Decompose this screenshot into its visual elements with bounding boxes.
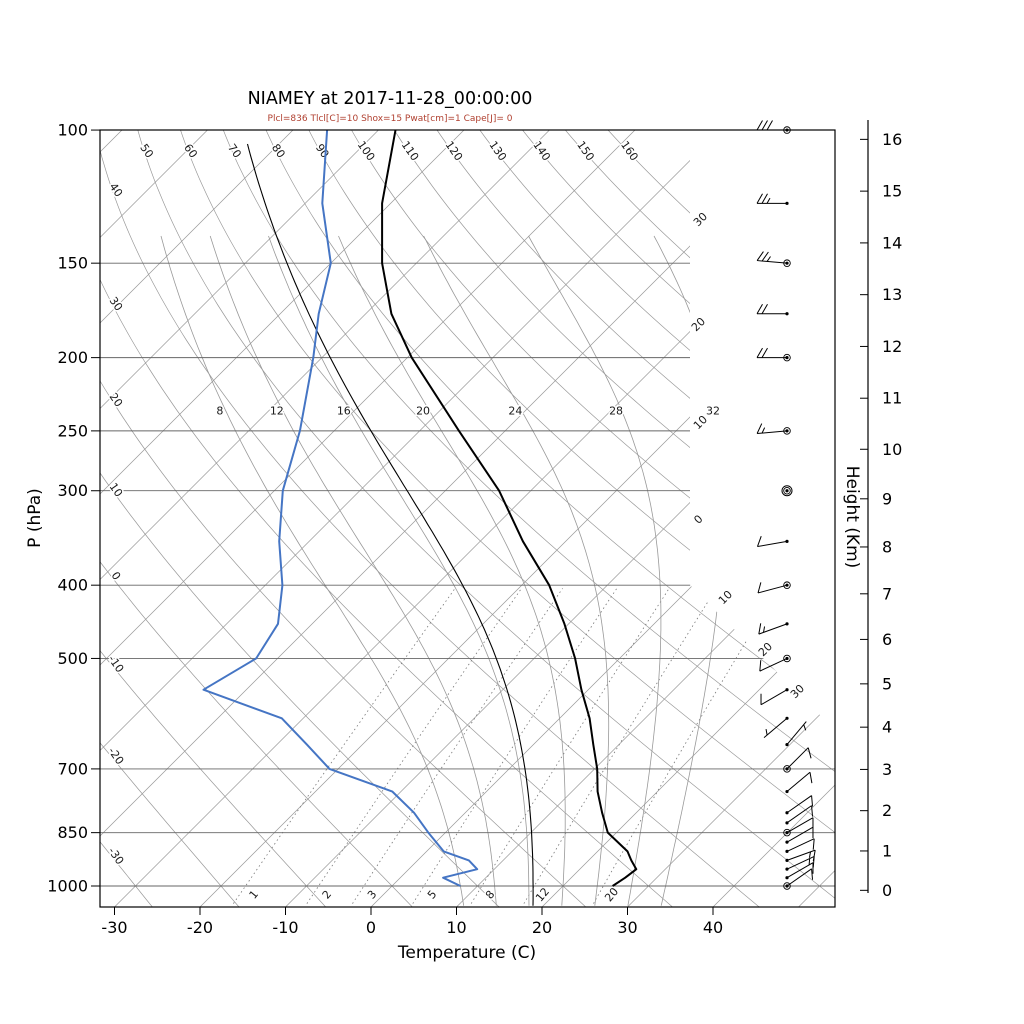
mixing-ratio-label: 1 — [247, 888, 261, 902]
wind-barbs — [756, 120, 816, 890]
moist-adiabat-label: 20 — [416, 405, 430, 418]
height-tick-label: 16 — [882, 130, 902, 149]
height-tick-label: 11 — [882, 389, 902, 408]
dry-adiabat-label-top: 130 — [486, 139, 509, 164]
axes: -30 -20 -10 0 10 20 30 40 — [99, 129, 836, 937]
mixing-ratio-label: 2 — [320, 888, 334, 902]
temperature-tick-label: 0 — [366, 918, 376, 937]
isotherm-edge-label: 30 — [788, 682, 807, 701]
temperature-tick-label: 30 — [617, 918, 637, 937]
height-tick-label: 0 — [882, 881, 892, 900]
moist-adiabat-label: 32 — [706, 405, 720, 418]
moist-adiabat-label: 28 — [609, 405, 623, 418]
height-tick-label: 14 — [882, 233, 902, 252]
height-tick-label: 12 — [882, 337, 902, 356]
height-tick-label: 9 — [882, 489, 892, 508]
height-tick-label: 3 — [882, 760, 892, 779]
pressure-tick-label: 200 — [57, 348, 88, 367]
dry-adiabat-label-left: -30 — [105, 845, 126, 867]
pressure-tick-label: 850 — [57, 823, 88, 842]
height-tick-label: 6 — [882, 630, 892, 649]
mixing-ratio-label: 12 — [533, 885, 552, 904]
dry-adiabat-label-top: 80 — [269, 142, 288, 161]
dewpoint-curve — [202, 130, 479, 887]
pressure-tick-label: 150 — [57, 254, 88, 273]
dry-adiabat-label-top: 70 — [225, 142, 244, 161]
height-tick-label: 1 — [882, 841, 892, 860]
moist-adiabat-label: 16 — [337, 405, 351, 418]
isotherm-edge-label: 10 — [716, 588, 735, 607]
mixing-ratio-label: 3 — [365, 888, 379, 902]
sounding-curves — [202, 130, 638, 906]
isotherm-edge-label: 30 — [691, 210, 710, 229]
moist-adiabat-label: 24 — [508, 405, 522, 418]
height-tick-label: 2 — [882, 801, 892, 820]
dry-adiabat-label-left: 40 — [107, 181, 126, 200]
height-tick-label: 7 — [882, 584, 892, 603]
pressure-tick-label: 250 — [57, 421, 88, 440]
dry-adiabat-label-left: 0 — [109, 569, 124, 582]
dry-adiabat-label-top: 50 — [137, 142, 156, 161]
height-tick-label: 10 — [882, 440, 902, 459]
y-axis-title-height: Height (Km) — [842, 466, 862, 569]
isotherm-edge-label: 20 — [756, 640, 775, 659]
dry-adiabat-label-left: 10 — [107, 481, 126, 500]
height-tick-label: 4 — [882, 718, 892, 737]
pressure-tick-label: 1000 — [47, 877, 88, 896]
grid-labels: 50 60 70 80 90 100 110 120 130 140 150 160403020100… — [104, 137, 809, 906]
moist-adiabat-label: 12 — [270, 405, 284, 418]
dry-adiabat-label-top: 160 — [618, 139, 641, 164]
height-tick-label: 5 — [882, 674, 892, 693]
moist-adiabat-label: 8 — [216, 405, 223, 418]
temperature-tick-label: 20 — [532, 918, 552, 937]
temperature-tick-label: -20 — [187, 918, 213, 937]
x-axis-title: Temperature (C) — [397, 943, 536, 963]
pressure-tick-label: 500 — [57, 649, 88, 668]
mixing-ratio-label: 5 — [425, 888, 439, 902]
dry-adiabat-label-top: 100 — [355, 139, 378, 164]
mixing-ratio-label: 20 — [602, 885, 621, 904]
dry-adiabat-label-left: -20 — [105, 745, 126, 767]
temperature-tick-label: -10 — [272, 918, 298, 937]
height-tick-label: 15 — [882, 182, 902, 201]
dry-adiabat-label-left: 20 — [107, 391, 126, 410]
height-tick-label: 13 — [882, 285, 902, 304]
dry-adiabat-label-left: 30 — [107, 295, 126, 314]
grid-mixing-ratio — [233, 588, 779, 904]
temperature-tick-label: 40 — [703, 918, 723, 937]
height-tick-label: 8 — [882, 537, 892, 556]
dry-adiabat-label-top: 150 — [574, 139, 597, 164]
temperature-tick-label: 10 — [446, 918, 466, 937]
dry-adiabat-label-top: 60 — [181, 142, 200, 161]
grid-isotherms — [100, 130, 835, 907]
temperature-curve — [381, 130, 638, 887]
chart-title: NIAMEY at 2017-11-28_00:00:00 — [248, 89, 533, 109]
y-axis-title-pressure: P (hPa) — [25, 488, 45, 548]
isotherm-edge-label: 0 — [691, 512, 705, 526]
parcel-pseudoadiabat-curve — [246, 143, 534, 906]
temperature-tick-label: -30 — [101, 918, 127, 937]
grid-moist-adiabats — [160, 235, 725, 906]
pressure-tick-label: 400 — [57, 576, 88, 595]
dry-adiabat-label-top: 90 — [313, 142, 332, 161]
chart-params-line: Plcl=836 Tlcl[C]=10 Shox=15 Pwat[cm]=1 C… — [268, 114, 513, 124]
pressure-tick-label: 700 — [57, 759, 88, 778]
pressure-tick-label: 300 — [57, 481, 88, 500]
dry-adiabat-label-top: 140 — [530, 139, 553, 164]
isotherm-edge-label: 20 — [689, 315, 708, 334]
pressure-tick-label: 100 — [57, 121, 88, 140]
